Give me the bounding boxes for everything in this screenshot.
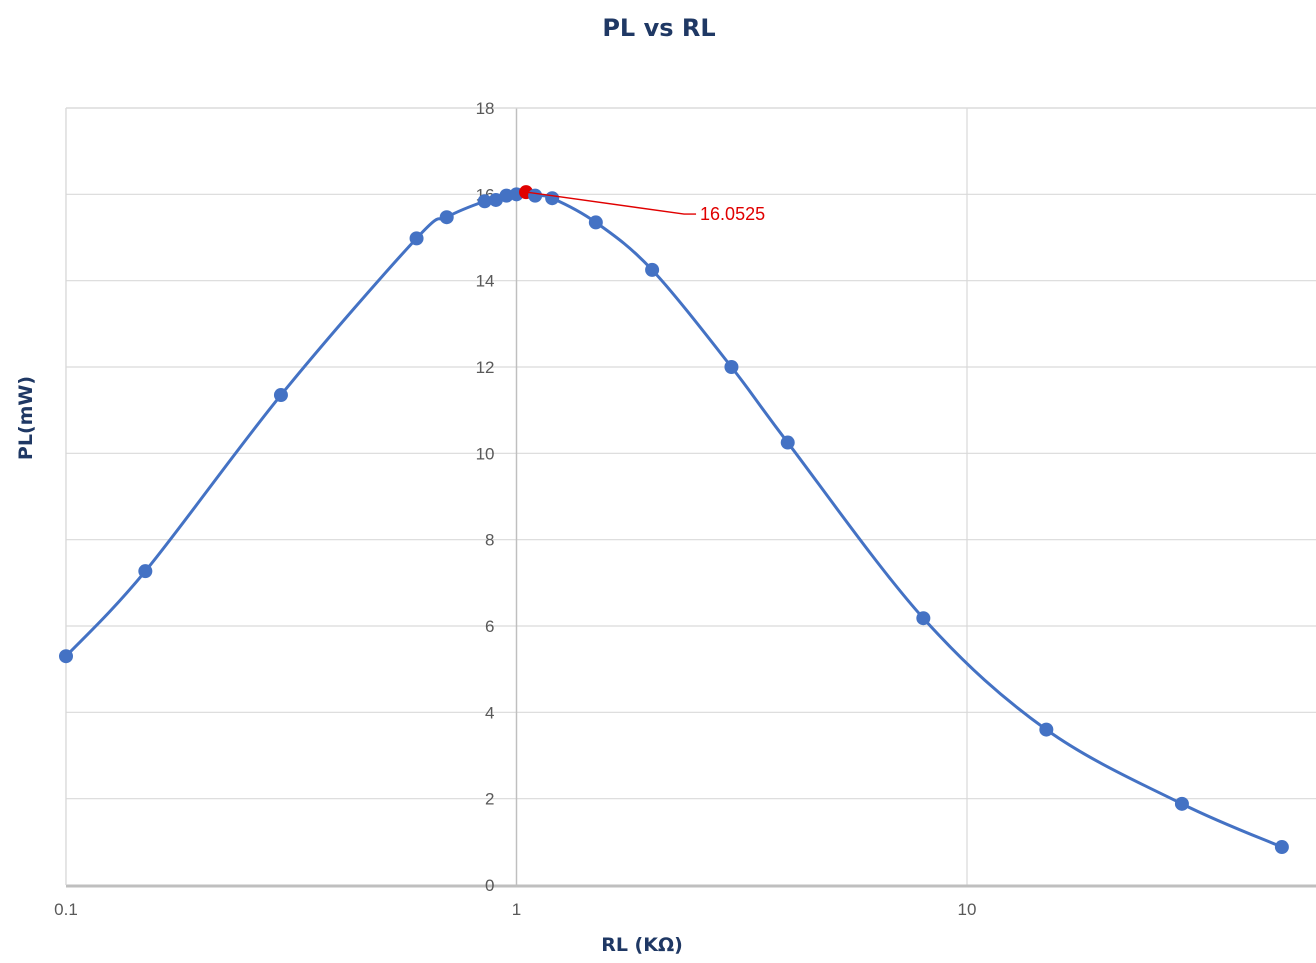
data-point [545,191,560,206]
y-tick-label: 0 [485,876,494,895]
y-tick-label: 14 [476,272,495,291]
gridlines [65,107,1316,885]
annotation-leader-line [525,191,697,215]
y-axis-title: PL(mW) [15,376,37,460]
y-tick-label: 12 [476,358,495,377]
data-point [138,564,153,579]
annotations: 16.0525 [525,191,765,224]
axes [65,107,1316,888]
y-tick-label: 8 [485,531,494,550]
data-series [59,185,1289,855]
y-tick-label: 10 [476,444,495,463]
series-line [64,190,1283,849]
data-point [724,360,739,374]
data-point [488,192,503,207]
data-point [528,188,543,203]
data-point [1274,840,1289,855]
data-point [916,611,931,626]
data-point [409,231,424,246]
y-tick-label: 18 [476,99,495,118]
data-point [59,649,73,664]
data-point [477,194,492,209]
data-point [780,435,795,450]
data-point [645,262,660,277]
y-tick-label: 4 [485,703,494,722]
data-point [1174,796,1189,811]
data-point [1039,722,1054,737]
y-tick-label: 2 [485,790,494,809]
data-point [439,210,454,225]
chart-title: PL vs RL [602,14,715,42]
data-point [588,215,603,230]
x-tick-label: 10 [958,900,977,919]
x-axis-title: RL (KΩ) [601,934,683,956]
x-tick-label: 0.1 [54,900,78,919]
x-tick-label: 1 [512,900,521,919]
data-point [273,388,288,403]
annotation-label: 16.0525 [700,204,765,224]
y-tick-label: 6 [485,617,494,636]
